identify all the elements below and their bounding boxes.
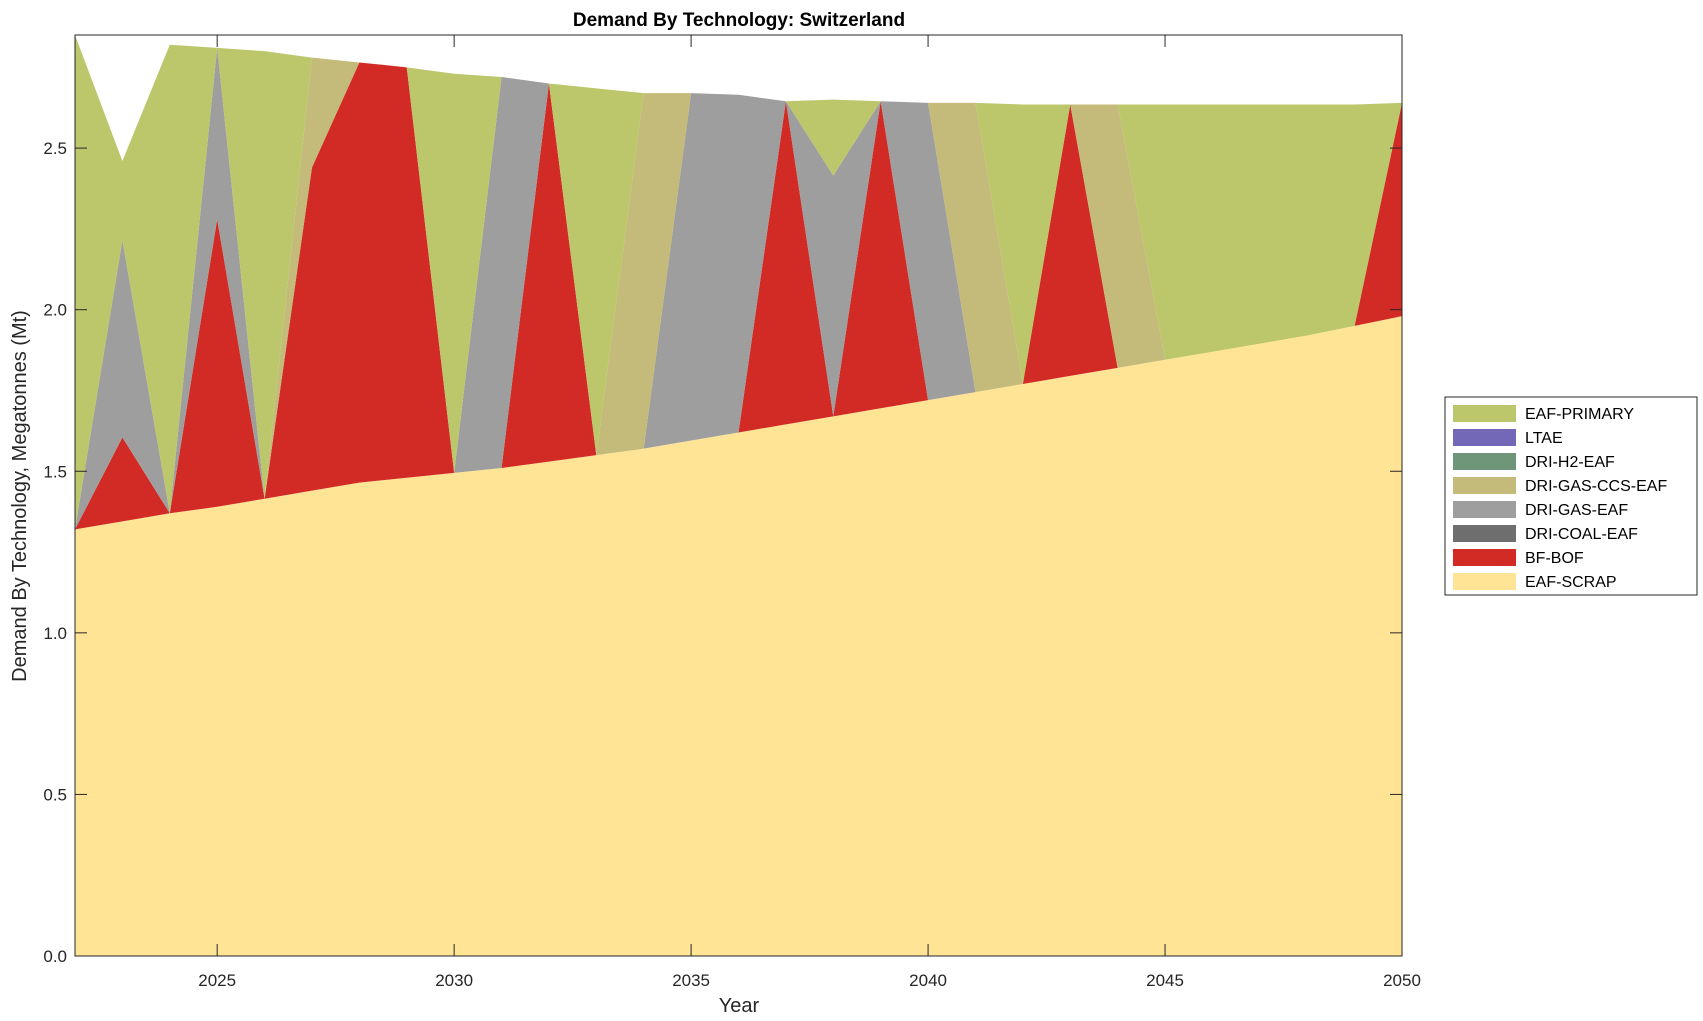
legend-label-dri-coal-eaf: DRI-COAL-EAF [1525,526,1638,543]
legend-label-eaf-scrap: EAF-SCRAP [1525,574,1617,591]
y-tick-label: 2.5 [43,139,67,158]
legend-label-dri-gas-eaf: DRI-GAS-EAF [1525,502,1628,519]
legend-swatch-bf-bof [1453,549,1516,566]
legend-label-eaf-primary: EAF-PRIMARY [1525,406,1634,423]
y-tick-label: 0.0 [43,947,67,966]
legend-swatch-dri-h2-eaf [1453,453,1516,470]
area-eaf-primary [75,35,1402,530]
x-tick-label: 2025 [198,971,236,990]
y-tick-label: 2.0 [43,301,67,320]
area-eaf-scrap [75,316,1402,956]
x-tick-label: 2050 [1383,971,1421,990]
x-tick-label: 2030 [435,971,473,990]
y-tick-label: 1.0 [43,624,67,643]
legend-label-ltae: LTAE [1525,430,1563,447]
x-axis-label: Year [719,995,760,1017]
y-tick-label: 0.5 [43,785,67,804]
x-tick-label: 2040 [909,971,947,990]
legend-swatch-dri-gas-eaf [1453,501,1516,518]
area-bf-bof [75,62,1402,530]
y-axis-label: Demand By Technology, Megatonnes (Mt) [9,310,31,682]
legend-swatch-dri-gas-ccs-eaf [1453,477,1516,494]
chart-title: Demand By Technology: Switzerland [573,10,905,31]
x-tick-label: 2045 [1146,971,1184,990]
area-dri-gas-ccs-eaf [75,47,1402,530]
legend-swatch-ltae [1453,429,1516,446]
area-dri-gas-eaf [75,47,1402,530]
x-tick-label: 2035 [672,971,710,990]
legend-swatch-eaf-primary [1453,405,1516,422]
x-axis: 2025 2030 2035 2040 2045 2050 [198,35,1421,990]
legend-label-bf-bof: BF-BOF [1525,550,1584,567]
legend-swatch-eaf-scrap [1453,573,1516,590]
plot-frame [74,34,1403,957]
legend-label-dri-gas-ccs-eaf: DRI-GAS-CCS-EAF [1525,478,1667,495]
y-tick-label: 1.5 [43,462,67,481]
legend-label-dri-h2-eaf: DRI-H2-EAF [1525,454,1615,471]
y-axis: 0.0 0.5 1.0 1.5 2.0 2.5 [43,139,1402,966]
area-series-group [75,35,1402,956]
legend: EAF-PRIMARY LTAE DRI-H2-EAF DRI-GAS-CCS-EAF… [1444,396,1698,596]
legend-swatch-dri-coal-eaf [1453,525,1516,542]
